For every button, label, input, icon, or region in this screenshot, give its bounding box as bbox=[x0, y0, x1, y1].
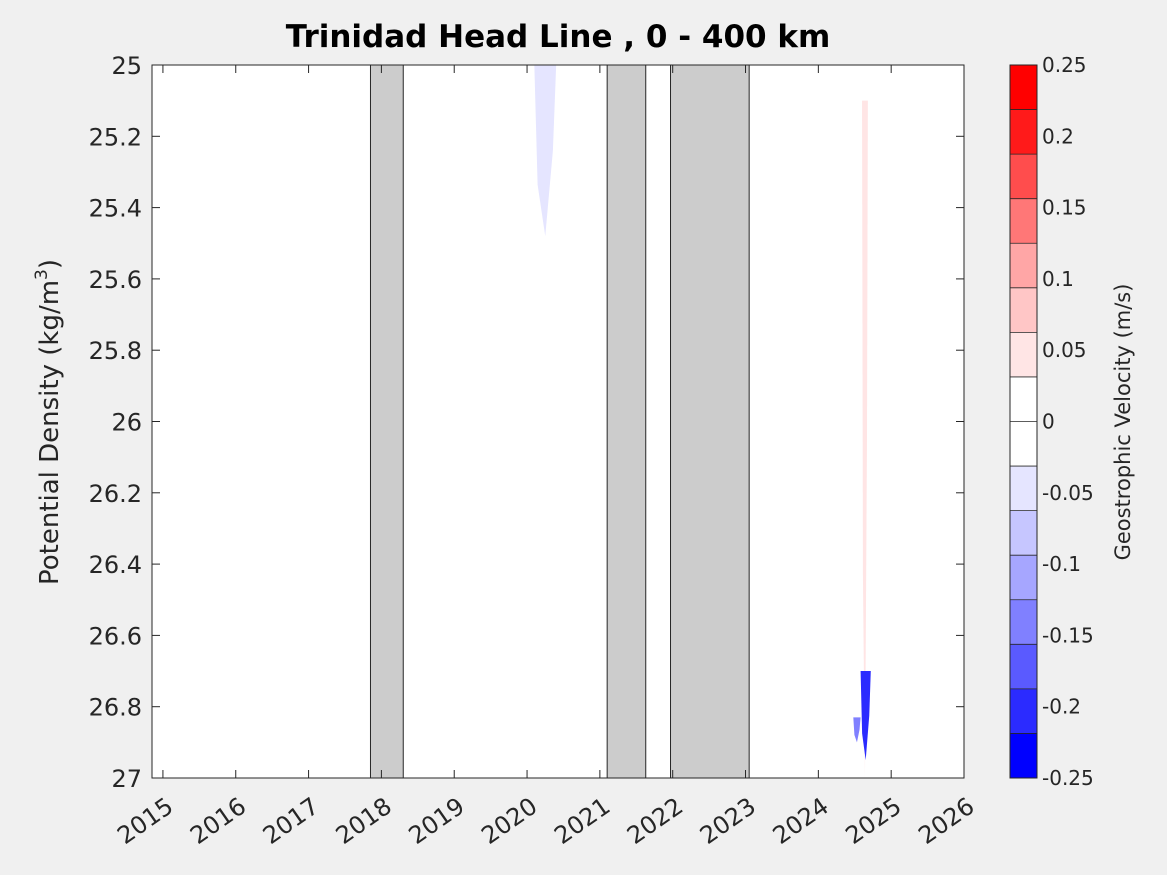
colorbar-tick-label-4: 0.05 bbox=[1042, 338, 1087, 362]
y-axis-label: Potential Density (kg/m3) bbox=[32, 259, 65, 585]
colorbar-swatch-12 bbox=[1010, 599, 1037, 645]
y-tick-label-25.4: 25.4 bbox=[89, 195, 142, 223]
y-tick-label-27: 27 bbox=[111, 765, 142, 793]
x-tick-label-2016: 2016 bbox=[185, 792, 251, 850]
velocity-feature-6 bbox=[574, 65, 604, 165]
x-tick-label-2017: 2017 bbox=[258, 792, 324, 850]
velocity-feature-15 bbox=[894, 65, 899, 180]
y-tick-label-26: 26 bbox=[111, 409, 142, 437]
colorbar-frame bbox=[1009, 64, 1038, 779]
colorbar-swatch-14 bbox=[1010, 688, 1037, 734]
x-tick-label-2025: 2025 bbox=[841, 792, 907, 850]
x-tick-label-2022: 2022 bbox=[622, 792, 688, 850]
colorbar-swatch-6 bbox=[1010, 332, 1037, 377]
colorbar-swatch-10 bbox=[1010, 510, 1037, 556]
colorbar-tick-label-9: -0.2 bbox=[1042, 695, 1081, 719]
colorbar-swatch-3 bbox=[1010, 198, 1037, 244]
x-tick-label-2024: 2024 bbox=[768, 792, 834, 850]
y-axis: 25 25.2 25.4 25.6 25.8 26 26.2 26.4 26.6 26.8 27 bbox=[89, 52, 964, 793]
x-tick-label-2020: 2020 bbox=[476, 792, 542, 850]
y-axis-label-end: ) bbox=[35, 259, 65, 269]
y-axis-label-superscript: 3 bbox=[32, 269, 52, 280]
y-tick-label-25.2: 25.2 bbox=[89, 123, 142, 151]
colorbar-swatch-8 bbox=[1010, 421, 1037, 467]
velocity-feature-14 bbox=[181, 731, 187, 743]
colorbar-swatch-11 bbox=[1010, 555, 1037, 600]
velocity-feature-8 bbox=[756, 65, 801, 301]
colorbar-swatch-5 bbox=[1010, 287, 1037, 333]
no-data-band-2 bbox=[670, 64, 750, 779]
colorbar-swatch-1 bbox=[1010, 109, 1037, 155]
colorbar-tick-label-2: 0.15 bbox=[1042, 196, 1087, 220]
y-tick-label-26.2: 26.2 bbox=[89, 480, 142, 508]
velocity-feature-0 bbox=[186, 65, 202, 265]
velocity-features bbox=[181, 65, 899, 778]
colorbar-swatch-4 bbox=[1010, 243, 1037, 288]
y-tick-label-26.6: 26.6 bbox=[89, 622, 142, 650]
x-tick-label-2026: 2026 bbox=[913, 792, 979, 850]
velocity-feature-13 bbox=[778, 731, 786, 778]
no-data-periods bbox=[369, 64, 750, 779]
velocity-feature-2 bbox=[337, 65, 356, 326]
colorbar-tick-label-7: -0.1 bbox=[1042, 552, 1081, 576]
x-tick-label-2015: 2015 bbox=[112, 792, 178, 850]
colorbar-tick-label-5: 0 bbox=[1042, 410, 1055, 434]
colorbar-tick-label-6: -0.05 bbox=[1042, 481, 1094, 505]
colorbar-label: Geostrophic Velocity (m/s) bbox=[1111, 284, 1135, 561]
velocity-feature-4 bbox=[483, 65, 498, 301]
colorbar-tick-label-10: -0.25 bbox=[1042, 766, 1094, 790]
velocity-feature-12 bbox=[853, 717, 861, 743]
chart-title: Trinidad Head Line , 0 - 400 km bbox=[286, 19, 831, 55]
velocity-feature-1 bbox=[261, 65, 291, 240]
velocity-feature-10 bbox=[862, 100, 868, 778]
colorbar-swatch-13 bbox=[1010, 644, 1037, 689]
colorbar-tick-label-3: 0.1 bbox=[1042, 267, 1074, 291]
x-tick-label-2018: 2018 bbox=[331, 792, 397, 850]
y-tick-label-26.4: 26.4 bbox=[89, 551, 142, 579]
colorbar-swatch-7 bbox=[1010, 376, 1037, 422]
y-tick-label-25: 25 bbox=[111, 52, 142, 80]
colorbar: 0.25 0.2 0.15 0.1 0.05 0 -0.05 -0.1 -0.15 -0.2 -0.… bbox=[1009, 53, 1094, 790]
velocity-feature-5 bbox=[534, 65, 557, 237]
plot-area bbox=[152, 65, 964, 778]
velocity-feature-7 bbox=[545, 314, 558, 618]
no-data-band-1 bbox=[606, 64, 647, 779]
colorbar-swatch-2 bbox=[1010, 154, 1037, 199]
y-tick-label-25.8: 25.8 bbox=[89, 337, 142, 365]
colorbar-tick-label-1: 0.2 bbox=[1042, 124, 1074, 148]
no-data-band-0 bbox=[369, 64, 404, 779]
colorbar-swatch-0 bbox=[1010, 65, 1037, 110]
y-axis-label-text: Potential Density (kg/m bbox=[35, 280, 65, 585]
x-tick-label-2021: 2021 bbox=[549, 792, 615, 850]
y-tick-label-26.8: 26.8 bbox=[89, 694, 142, 722]
colorbar-swatch-15 bbox=[1010, 733, 1037, 778]
colorbar-tick-label-8: -0.15 bbox=[1042, 623, 1094, 647]
velocity-feature-11 bbox=[860, 671, 871, 761]
velocity-feature-3 bbox=[414, 65, 429, 226]
y-tick-label-25.6: 25.6 bbox=[89, 266, 142, 294]
x-tick-label-2019: 2019 bbox=[404, 792, 470, 850]
x-tick-label-2023: 2023 bbox=[695, 792, 761, 850]
colorbar-tick-label-0: 0.25 bbox=[1042, 53, 1087, 77]
velocity-feature-9 bbox=[846, 65, 859, 229]
colorbar-swatch-9 bbox=[1010, 466, 1037, 511]
